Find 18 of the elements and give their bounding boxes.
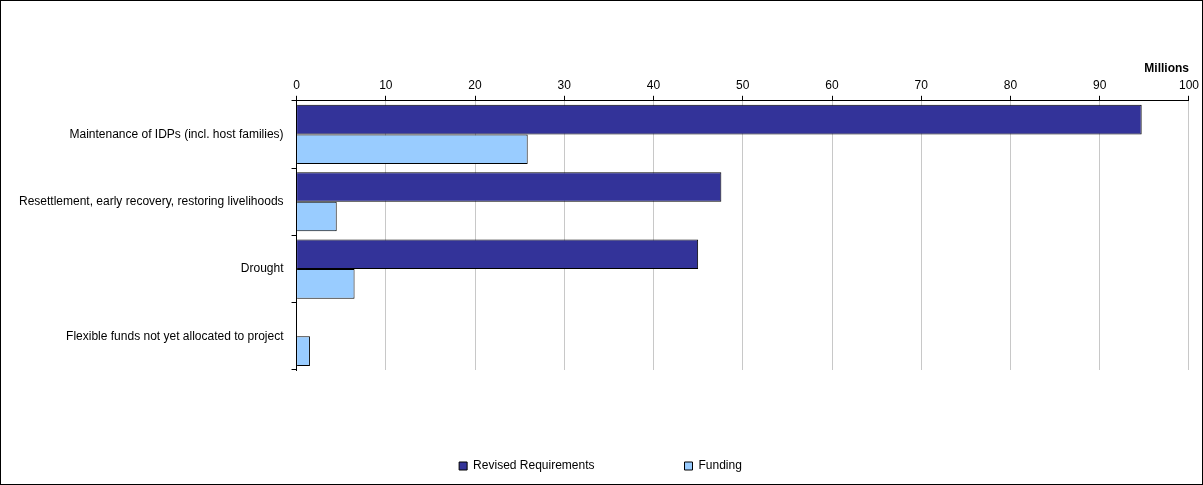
legend-label: Funding: [698, 458, 742, 473]
x-tick-label: 100: [1178, 77, 1200, 92]
x-tick-label: 0: [293, 77, 301, 92]
y-tick-label: Flexible funds not yet allocated to project: [66, 328, 285, 343]
y-tick-label: Resettlement, early recovery, restoring livelihoods: [18, 194, 284, 209]
x-tick-label: 20: [468, 77, 483, 92]
x-tick-label: 50: [736, 77, 750, 92]
x-tick-label: 10: [379, 77, 393, 92]
x-axis-title: Millions: [1144, 60, 1190, 75]
y-tick-label: Maintenance of IDPs (incl. host families): [69, 126, 284, 141]
y-tick-label: Drought: [240, 261, 285, 276]
legend-label: Revised Requirements: [473, 458, 595, 473]
x-tick-label: 60: [825, 77, 840, 92]
x-tick-label: 90: [1093, 77, 1107, 92]
x-tick-label: 30: [557, 77, 572, 92]
x-tick-label: 80: [1003, 77, 1018, 92]
x-tick-label: 70: [914, 77, 929, 92]
x-tick-label: 40: [646, 77, 661, 92]
